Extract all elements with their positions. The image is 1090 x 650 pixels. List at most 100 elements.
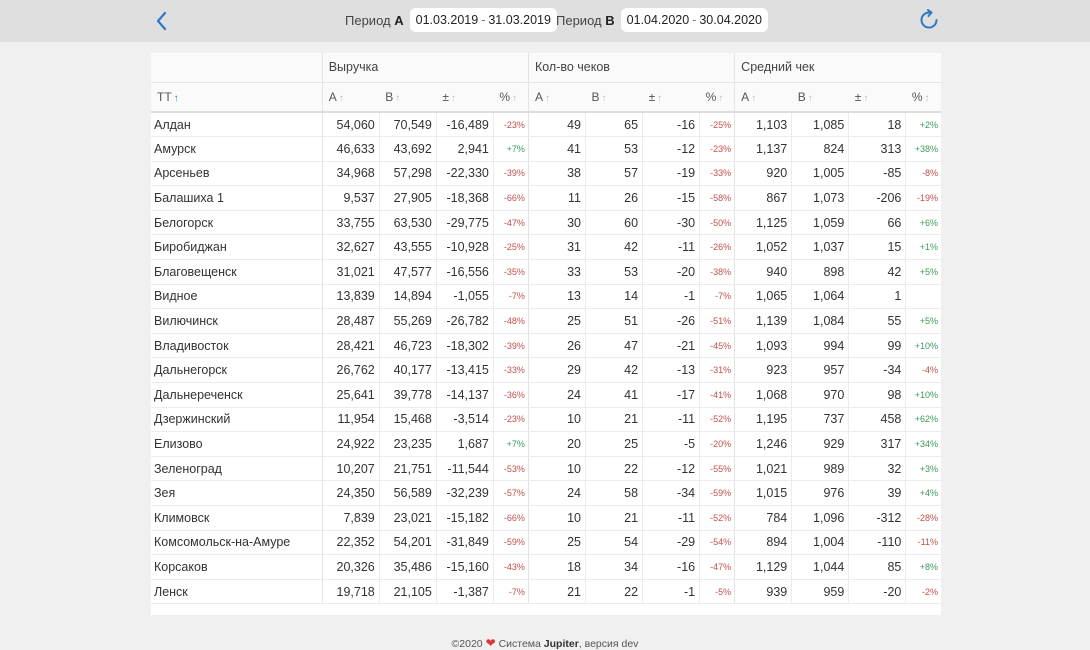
cell-checks-pct: -59%	[699, 480, 735, 506]
cell-avg-check-pct: -8%	[905, 161, 941, 187]
table-row[interactable]: Арсеньев 34,968 57,298 -22,330 -39% 38 57 -19 -3…	[151, 161, 941, 187]
column-header-revenue-diff[interactable]: ± ↑	[436, 82, 494, 113]
table-row[interactable]: Белогорск 33,755 63,530 -29,775 -47% 30 60 -30-…	[151, 210, 941, 236]
cell-revenue-pct: -23%	[492, 112, 529, 138]
table-row[interactable]: Зея 24,350 56,589 -32,239 -57% 24 58 -34 -59% 1,0…	[151, 480, 941, 506]
cell-avg-check-pct: +34%	[905, 431, 941, 457]
cell-avg-check-pct: +62%	[905, 407, 941, 433]
cell-avg-check-b: 957	[791, 357, 849, 384]
row-name: Зеленоград	[151, 456, 323, 482]
refresh-button[interactable]	[917, 8, 941, 32]
cell-revenue-a: 34,968	[321, 161, 380, 187]
cell-revenue-pct: -59%	[492, 530, 529, 556]
cell-checks-b: 34	[584, 554, 643, 580]
cell-revenue-diff: -22,330	[435, 161, 494, 187]
cell-checks-a: 30	[527, 210, 586, 236]
column-header-revenue-a[interactable]: A ↑	[321, 82, 380, 113]
table-row[interactable]: Благовещенск 31,021 47,577 -16,556 -35% 33 53-…	[151, 259, 941, 285]
column-header-avg-check-a[interactable]: A ↑	[734, 82, 792, 113]
cell-revenue-b: 63,530	[378, 210, 437, 236]
table-row[interactable]: Дзержинский 11,954 15,468 -3,514 -23% 10 21 -11…	[151, 407, 941, 433]
table-row[interactable]: Дальнегорск 26,762 40,177 -13,415 -33% 29 42 -1…	[151, 357, 941, 384]
table-row[interactable]: Елизово 24,922 23,235 1,687 +7% 20 25 -5 -20% 1,2…	[151, 431, 941, 457]
cell-revenue-a: 32,627	[321, 234, 380, 261]
table-row[interactable]: Владивосток 28,421 46,723 -18,302 -39% 26 47 -2…	[151, 333, 941, 359]
cell-revenue-diff: -11,544	[435, 456, 494, 482]
footer: ©2020 ❤ Система Jupiter, версия dev	[0, 636, 1090, 650]
cell-checks-diff: -29	[642, 530, 700, 556]
comparison-table-container[interactable]: Выручка Кол-во чеков Средний чек ТТ ↑ A ↑ B…	[151, 53, 941, 615]
cell-revenue-diff: -10,928	[435, 234, 494, 261]
row-name: Зея	[151, 480, 323, 506]
cell-checks-pct: -55%	[699, 456, 735, 482]
group-header-row: Выручка Кол-во чеков Средний чек	[151, 53, 941, 83]
column-header-revenue-b[interactable]: B ↑	[379, 82, 437, 113]
table-row[interactable]: Зеленоград 10,207 21,751 -11,544 -53% 10 22 -12…	[151, 456, 941, 482]
column-header-avg-check-pct[interactable]: % ↑	[905, 82, 941, 113]
column-header-checks-pct[interactable]: % ↑	[699, 82, 735, 113]
table-row[interactable]: Амурск 46,633 43,692 2,941 +7% 41 53 -12 -23% 1,1…	[151, 136, 941, 162]
cell-checks-diff: -13	[642, 357, 700, 384]
row-name: Ленск	[151, 579, 323, 605]
cell-checks-diff: -11	[642, 234, 700, 261]
cell-revenue-diff: -31,849	[435, 530, 494, 556]
cell-avg-check-diff: 85	[848, 554, 906, 580]
column-header-checks-diff[interactable]: ± ↑	[642, 82, 700, 113]
footer-version-label: , версия	[578, 638, 619, 650]
cell-avg-check-pct: +4%	[905, 480, 941, 506]
cell-revenue-pct: -48%	[492, 308, 529, 334]
table-row[interactable]: Алдан 54,060 70,549 -16,489 -23% 49 65 -16 -25% 1…	[151, 112, 941, 138]
cell-avg-check-a: 1,093	[734, 333, 792, 359]
column-header-name[interactable]: ТТ ↑	[151, 82, 323, 113]
cell-checks-b: 47	[584, 333, 643, 359]
cell-checks-b: 53	[584, 259, 643, 285]
table-row[interactable]: Балашиха 1 9,537 27,905 -18,368 -66% 11 26 -15-…	[151, 185, 941, 211]
table-row[interactable]: Ленск 19,718 21,105 -1,387 -7% 21 22 -1 -5% 939 95…	[151, 579, 941, 605]
cell-avg-check-a: 939	[734, 579, 792, 605]
table-row[interactable]: Корсаков 20,326 35,486 -15,160 -43% 18 34 -16 -4…	[151, 554, 941, 580]
period-a-letter: A	[394, 12, 404, 28]
period-b: Период B 01.04.2020-30.04.2020	[556, 7, 768, 33]
column-header-checks-b[interactable]: B ↑	[585, 82, 643, 113]
cell-checks-pct: -58%	[699, 185, 735, 211]
cell-avg-check-diff: -206	[848, 185, 906, 211]
cell-avg-check-diff: 66	[848, 210, 906, 236]
cell-checks-diff: -30	[642, 210, 700, 236]
cell-revenue-diff: -1,055	[435, 284, 494, 310]
cell-revenue-diff: -15,160	[435, 554, 494, 580]
table-row[interactable]: Дальнереченск 25,641 39,778 -14,137 -36% 24 41…	[151, 382, 941, 408]
column-header-label: A	[328, 89, 337, 104]
row-name: Корсаков	[151, 554, 323, 580]
cell-revenue-a: 25,641	[321, 382, 380, 408]
cell-checks-pct: -38%	[699, 259, 735, 285]
cell-checks-a: 29	[527, 357, 586, 384]
table-row[interactable]: Комсомольск-на-Амуре 22,352 54,201 -31,849-…	[151, 530, 941, 556]
cell-revenue-b: 43,555	[378, 234, 437, 261]
table-row[interactable]: Биробиджан 32,627 43,555 -10,928 -25% 31 42 -11…	[151, 234, 941, 261]
cell-checks-diff: -20	[642, 259, 700, 285]
cell-revenue-diff: -3,514	[435, 407, 494, 433]
cell-checks-diff: -11	[642, 407, 700, 433]
column-header-checks-a[interactable]: A ↑	[527, 82, 586, 113]
back-button[interactable]	[152, 9, 172, 33]
group-header-avg-check: Средний чек	[734, 53, 941, 83]
table-row[interactable]: Вилючинск 28,487 55,269 -26,782 -48% 25 51 -26-…	[151, 308, 941, 334]
column-header-avg-check-b[interactable]: B ↑	[791, 82, 849, 113]
footer-system-name: Jupiter	[543, 638, 579, 650]
sort-arrow-icon: ↑	[450, 92, 456, 104]
cell-avg-check-a: 1,065	[734, 284, 792, 310]
period-b-date-range[interactable]: 01.04.2020-30.04.2020	[620, 8, 768, 32]
table-row[interactable]: Климовск 7,839 23,021 -15,182 -66% 10 21 -11 -52…	[151, 505, 941, 531]
sort-arrow-icon: ↑	[807, 92, 813, 104]
table-row[interactable]: Видное 13,839 14,894 -1,055 -7% 13 14 -1 -7% 1,06…	[151, 284, 941, 310]
period-a-date-range[interactable]: 01.03.2019-31.03.2019	[409, 8, 557, 32]
footer-copyright: ©2020	[451, 638, 483, 650]
cell-revenue-diff: 2,941	[435, 136, 494, 162]
cell-checks-a: 21	[527, 579, 586, 605]
cell-revenue-b: 21,751	[378, 456, 437, 482]
period-a-separator: -	[481, 13, 486, 27]
column-header-revenue-pct[interactable]: % ↑	[493, 82, 529, 113]
column-header-avg-check-diff[interactable]: ± ↑	[848, 82, 906, 113]
cell-avg-check-a: 1,103	[734, 112, 792, 138]
row-name: Вилючинск	[151, 308, 323, 334]
